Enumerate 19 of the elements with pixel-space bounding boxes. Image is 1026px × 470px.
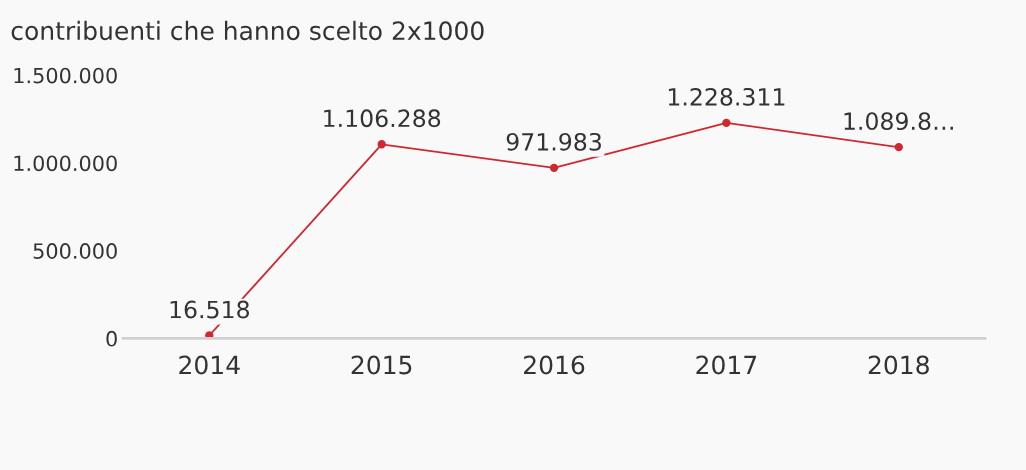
point <box>894 143 903 152</box>
point <box>549 163 559 173</box>
x-tick-label: 2017 <box>696 355 757 375</box>
y-tick-label: 500.000 <box>33 243 117 259</box>
data-label: 16.518 <box>170 300 249 319</box>
y-tick-label: 1.500.000 <box>14 67 117 84</box>
data-label: 1.089.8… <box>844 112 953 131</box>
x-tick-label: 2015 <box>351 355 412 375</box>
point <box>722 118 731 128</box>
chart-title: contribuenti che hanno scelto 2x1000 <box>11 20 484 41</box>
data-label: 971.983 <box>506 132 601 151</box>
point <box>377 140 386 149</box>
data-label: 1.228.311 <box>668 87 785 106</box>
x-tick-label: 2014 <box>179 355 240 375</box>
data-label: 1.106.288 <box>324 109 441 128</box>
x-tick-label: 2018 <box>868 355 929 375</box>
x-tick-label: 2016 <box>524 355 585 375</box>
y-tick-label: 1.000.000 <box>14 155 117 172</box>
y-tick-label: 0 <box>106 330 117 347</box>
